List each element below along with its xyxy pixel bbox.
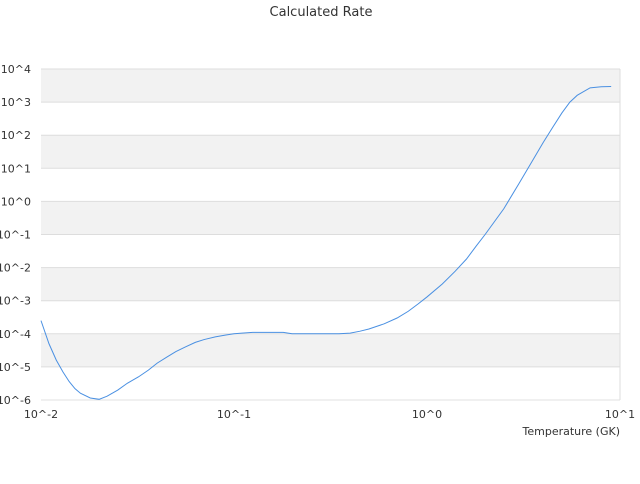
grid-band [41, 366, 620, 400]
x-axis-label: Temperature (GK) [522, 425, 621, 438]
grid-band [41, 135, 620, 169]
grid-band [41, 267, 620, 301]
grid-band [41, 201, 620, 235]
grid-band [41, 333, 620, 367]
y-tick-label: 10^0 [1, 195, 31, 208]
x-tick-labels: 10^-2 10^-1 10^0 10^1 [24, 408, 635, 421]
x-tick-label: 10^0 [412, 408, 442, 421]
y-tick-label: 10^2 [1, 129, 31, 142]
grid-band [41, 234, 620, 268]
x-tick-label: 10^-1 [217, 408, 251, 421]
series-line-0 [40, 86, 612, 400]
grid-band [41, 300, 620, 334]
grid-band [41, 168, 620, 202]
y-tick-label: 10^-6 [0, 394, 31, 407]
y-tick-label: 10^4 [1, 63, 31, 76]
y-tick-label: 10^-2 [0, 262, 31, 275]
x-tick-label: 10^1 [605, 408, 635, 421]
y-tick-label: 10^-1 [0, 229, 31, 242]
x-tick-label: 10^-2 [24, 408, 58, 421]
chart-title: Calculated Rate [270, 5, 373, 20]
y-tick-label: 10^1 [1, 162, 31, 175]
y-tick-labels: 10^-6 10^-5 10^-4 10^-3 10^-2 10^-1 10^0 10^1 10… [0, 63, 31, 407]
y-tick-label: 10^3 [1, 96, 31, 109]
y-tick-label: 10^-4 [0, 328, 31, 341]
y-tick-label: 10^-3 [0, 295, 31, 308]
grid-bands [41, 69, 620, 400]
y-tick-label: 10^-5 [0, 361, 31, 374]
series-layer [40, 86, 612, 400]
grid-band [41, 69, 620, 103]
grid-band [41, 102, 620, 136]
